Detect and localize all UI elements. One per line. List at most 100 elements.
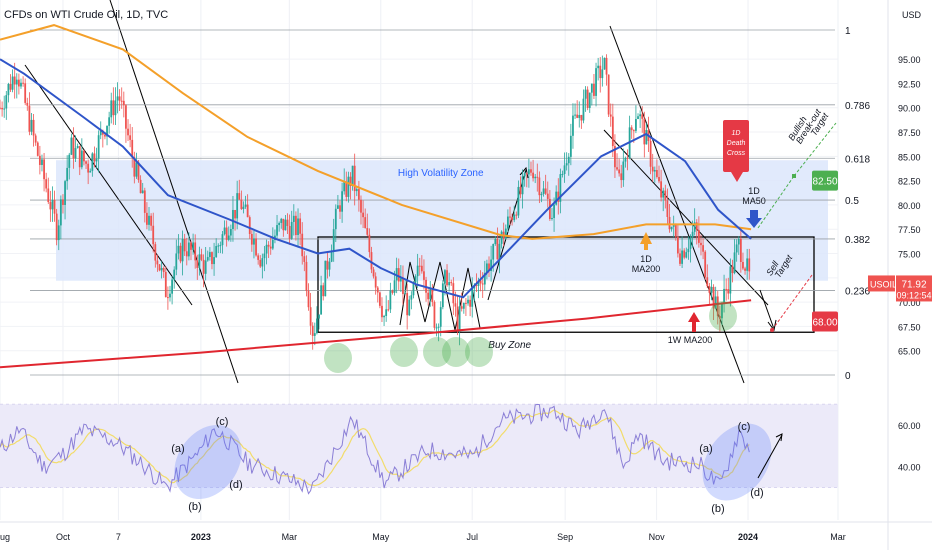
candle-body xyxy=(137,162,140,180)
sell-target-point xyxy=(770,328,774,332)
candle-body xyxy=(278,222,281,226)
price-tick: 77.50 xyxy=(898,225,921,235)
rsi-panel: (a) (b) (c) (d) (a) (b) (c) (d) xyxy=(0,403,838,515)
support-circle xyxy=(442,337,470,367)
death-cross-text: Cross xyxy=(727,150,746,157)
ma50-daily-label-2: MA50 xyxy=(742,196,766,206)
fib-level-label: 0.786 xyxy=(845,101,870,112)
candle-body xyxy=(700,242,702,246)
candle-body xyxy=(580,114,583,121)
candle-body xyxy=(691,231,694,238)
candle-body xyxy=(3,108,6,110)
candle-body xyxy=(607,74,610,115)
candle-body xyxy=(553,204,555,218)
candle-body xyxy=(523,173,526,177)
candle-body xyxy=(630,127,633,131)
candle-body xyxy=(561,173,564,175)
candle-body xyxy=(162,267,165,272)
candle-body xyxy=(450,282,453,284)
time-tick: 2024 xyxy=(738,532,758,542)
candle-body xyxy=(475,285,478,287)
candle-body xyxy=(95,158,98,162)
candle-body xyxy=(34,135,37,143)
candle-body xyxy=(91,153,94,171)
candle-body xyxy=(179,245,182,262)
sell-projection-line xyxy=(759,289,775,330)
candle-body xyxy=(381,305,383,318)
candle-body xyxy=(555,191,558,205)
candle-body xyxy=(658,176,660,182)
candle-body xyxy=(38,155,41,165)
candle-body xyxy=(437,326,440,328)
candle-body xyxy=(171,279,173,294)
candle-body xyxy=(227,235,230,240)
candle-body xyxy=(355,189,358,192)
candle-body xyxy=(569,135,572,157)
candle-body xyxy=(242,206,245,210)
candle-body xyxy=(351,165,354,186)
candle-body xyxy=(336,205,339,209)
candle-body xyxy=(670,226,673,230)
candle-body xyxy=(74,148,77,159)
candle-body xyxy=(181,239,184,262)
bullish-projection-line xyxy=(757,175,795,229)
price-tick: 85.00 xyxy=(898,152,921,162)
candle-body xyxy=(324,260,327,297)
candle-body xyxy=(53,199,56,214)
candle-body xyxy=(572,115,574,136)
candle-body xyxy=(383,315,385,318)
candle-body xyxy=(326,260,329,270)
death-cross-text: 1D xyxy=(732,130,741,137)
candle-body xyxy=(399,278,402,282)
candle-body xyxy=(292,215,295,222)
candle-body xyxy=(385,309,388,316)
ma50-daily-arrow xyxy=(746,210,762,228)
candle-body xyxy=(9,83,12,90)
candle-body xyxy=(462,302,465,309)
candle-body xyxy=(267,244,270,247)
candle-body xyxy=(223,227,226,235)
candle-body xyxy=(301,233,304,257)
candle-body xyxy=(515,214,518,216)
candle-body xyxy=(643,118,646,145)
candle-body xyxy=(418,265,421,267)
time-tick: ug xyxy=(0,532,10,542)
candle-body xyxy=(192,242,194,250)
candle-body xyxy=(183,239,186,252)
candle-body xyxy=(114,100,117,116)
candle-body xyxy=(433,302,436,328)
candle-body xyxy=(723,288,725,304)
candle-body xyxy=(605,57,608,75)
candle-body xyxy=(620,173,623,181)
candle-body xyxy=(194,242,197,261)
candle-body xyxy=(645,130,648,145)
candle-body xyxy=(200,254,203,260)
candle-body xyxy=(112,100,115,116)
bullish-target-point xyxy=(792,174,796,178)
candle-body xyxy=(653,170,656,172)
bullish-target-badge-text: 82.50 xyxy=(812,177,837,188)
wave-label-left: (c) xyxy=(216,416,229,428)
candle-body xyxy=(458,306,461,332)
moving-averages xyxy=(0,24,752,369)
candle-body xyxy=(685,252,688,258)
candle-body xyxy=(542,188,545,194)
support-circle xyxy=(324,343,352,373)
candle-body xyxy=(68,154,71,168)
candle-body xyxy=(364,217,367,229)
candle-body xyxy=(173,269,176,280)
candle-body xyxy=(15,79,18,85)
candle-body xyxy=(288,225,291,239)
time-tick: 2023 xyxy=(191,532,211,542)
candle-body xyxy=(431,289,434,303)
candle-body xyxy=(240,199,243,210)
high-volatility-zone-label: High Volatility Zone xyxy=(398,168,484,179)
last-price-value: 71.92 xyxy=(901,279,926,290)
candle-body xyxy=(368,234,371,253)
ma200-daily-line xyxy=(0,24,752,240)
candle-body xyxy=(416,265,419,277)
candle-body xyxy=(72,137,75,159)
sell-target-badge-text: 68.00 xyxy=(812,318,837,329)
